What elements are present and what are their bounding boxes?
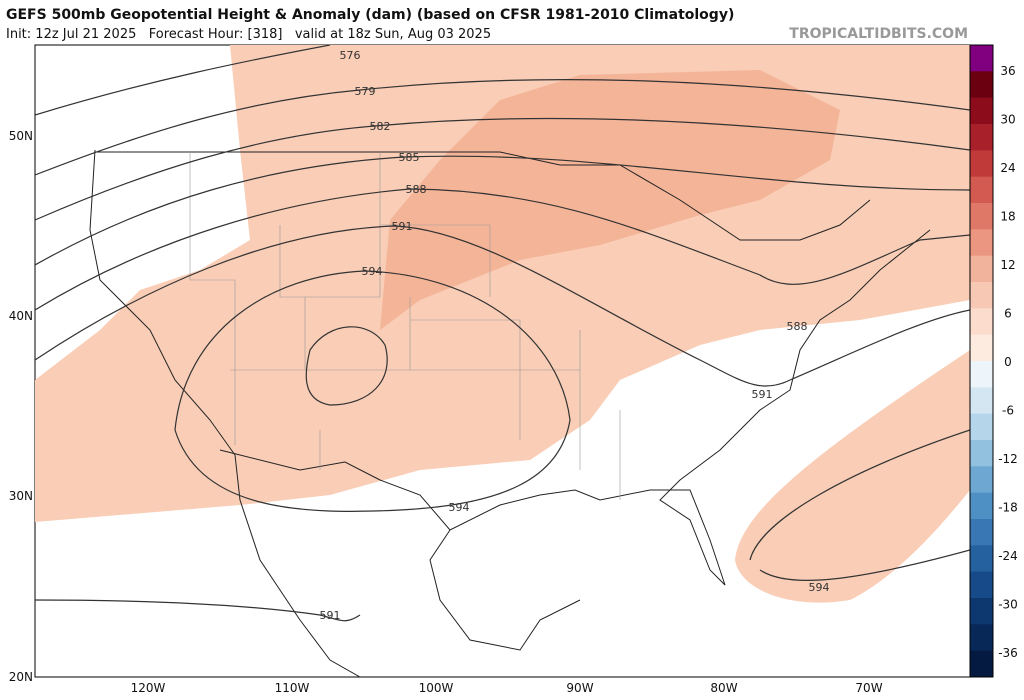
colorbar-tick-label: 30 <box>1000 113 1015 127</box>
colorbar-band <box>970 624 993 652</box>
contour-label: 582 <box>370 120 391 133</box>
colorbar-band <box>970 361 993 388</box>
contour-label: 576 <box>340 49 361 62</box>
colorbar-tick-label: 0 <box>1004 355 1012 369</box>
lat-label: 30N <box>9 489 33 503</box>
colorbar-band <box>970 492 993 520</box>
contour-label: 585 <box>399 151 420 164</box>
contour <box>35 78 970 176</box>
anomaly-area <box>380 70 840 330</box>
colorbar-band <box>970 387 993 415</box>
subtitle: Init: 12z Jul 21 2025 Forecast Hour: [31… <box>6 27 491 42</box>
colorbar-band <box>970 124 993 151</box>
contour <box>35 155 970 266</box>
colorbar-band <box>970 97 993 125</box>
lat-label: 20N <box>9 670 33 684</box>
contour <box>305 326 388 406</box>
lon-label: 80W <box>710 681 737 695</box>
colorbar-tick-label: 6 <box>1004 307 1012 321</box>
contour <box>35 117 970 221</box>
contour-label: 579 <box>355 85 376 98</box>
contour <box>35 225 970 387</box>
map <box>34 44 971 678</box>
coastline <box>219 229 931 586</box>
colorbar-band <box>970 440 993 467</box>
colorbar-band <box>970 466 993 494</box>
colorbar-tick-label: -18 <box>998 501 1018 515</box>
colorbar-band <box>970 176 993 204</box>
colorbar-tick-label: 18 <box>1000 210 1015 224</box>
contour-label: 594 <box>809 581 830 594</box>
colorbar-band <box>970 334 993 362</box>
lon-label: 70W <box>855 681 882 695</box>
colorbar-tick-label: 12 <box>1000 258 1015 272</box>
colorbar-band <box>970 598 993 625</box>
lon-label: 100W <box>419 681 454 695</box>
colorbar-band <box>970 650 993 678</box>
contour-label: 588 <box>787 320 808 333</box>
colorbar-band <box>970 571 993 599</box>
colorbar: 36 30 24 18 12 6 0 -6 -12 -18 -24 -30 -36 <box>969 44 1018 678</box>
colorbar-tick-label: 24 <box>1000 161 1015 175</box>
anomaly-area <box>735 350 970 603</box>
contour-label: 591 <box>392 220 413 233</box>
contour-label: 594 <box>449 501 470 514</box>
contour <box>35 45 331 116</box>
contour-label: 594 <box>362 265 383 278</box>
colorbar-tick-label: 36 <box>1000 64 1015 78</box>
contour-label: 588 <box>406 183 427 196</box>
colorbar-tick-label: -36 <box>998 646 1018 660</box>
contour <box>35 599 361 622</box>
colorbar-band <box>970 71 993 99</box>
state-lines <box>189 152 621 500</box>
lat-label: 50N <box>9 129 33 143</box>
lat-label: 40N <box>9 309 33 323</box>
colorbar-band <box>970 203 993 230</box>
colorbar-tick-label: -12 <box>998 452 1018 466</box>
contour-label: 591 <box>752 388 773 401</box>
colorbar-tick-label: -30 <box>998 598 1018 612</box>
lon-label: 110W <box>275 681 310 695</box>
border <box>95 151 871 241</box>
contour <box>35 188 970 311</box>
colorbar-tick-label: -24 <box>998 549 1018 563</box>
colorbar-band <box>970 45 993 72</box>
colorbar-band <box>970 308 993 336</box>
contour <box>174 270 571 512</box>
colorbar-band <box>970 545 993 573</box>
colorbar-band <box>970 519 993 546</box>
source: TROPICALTIDBITS.COM <box>789 26 968 42</box>
contour <box>749 429 970 581</box>
contour-label: 591 <box>320 609 341 622</box>
colorbar-band <box>970 255 993 283</box>
colorbar-tick-label: -6 <box>1002 404 1014 418</box>
colorbar-band <box>970 150 993 178</box>
colorbar-band <box>970 229 993 257</box>
colorbar-band <box>970 413 993 441</box>
colorbar-band <box>970 282 993 309</box>
lon-label: 120W <box>131 681 166 695</box>
coastline <box>89 149 361 677</box>
coastline <box>429 529 581 651</box>
lon-label: 90W <box>566 681 593 695</box>
colorbar-frame <box>969 44 994 678</box>
title: GEFS 500mb Geopotential Height & Anomaly… <box>6 7 734 23</box>
